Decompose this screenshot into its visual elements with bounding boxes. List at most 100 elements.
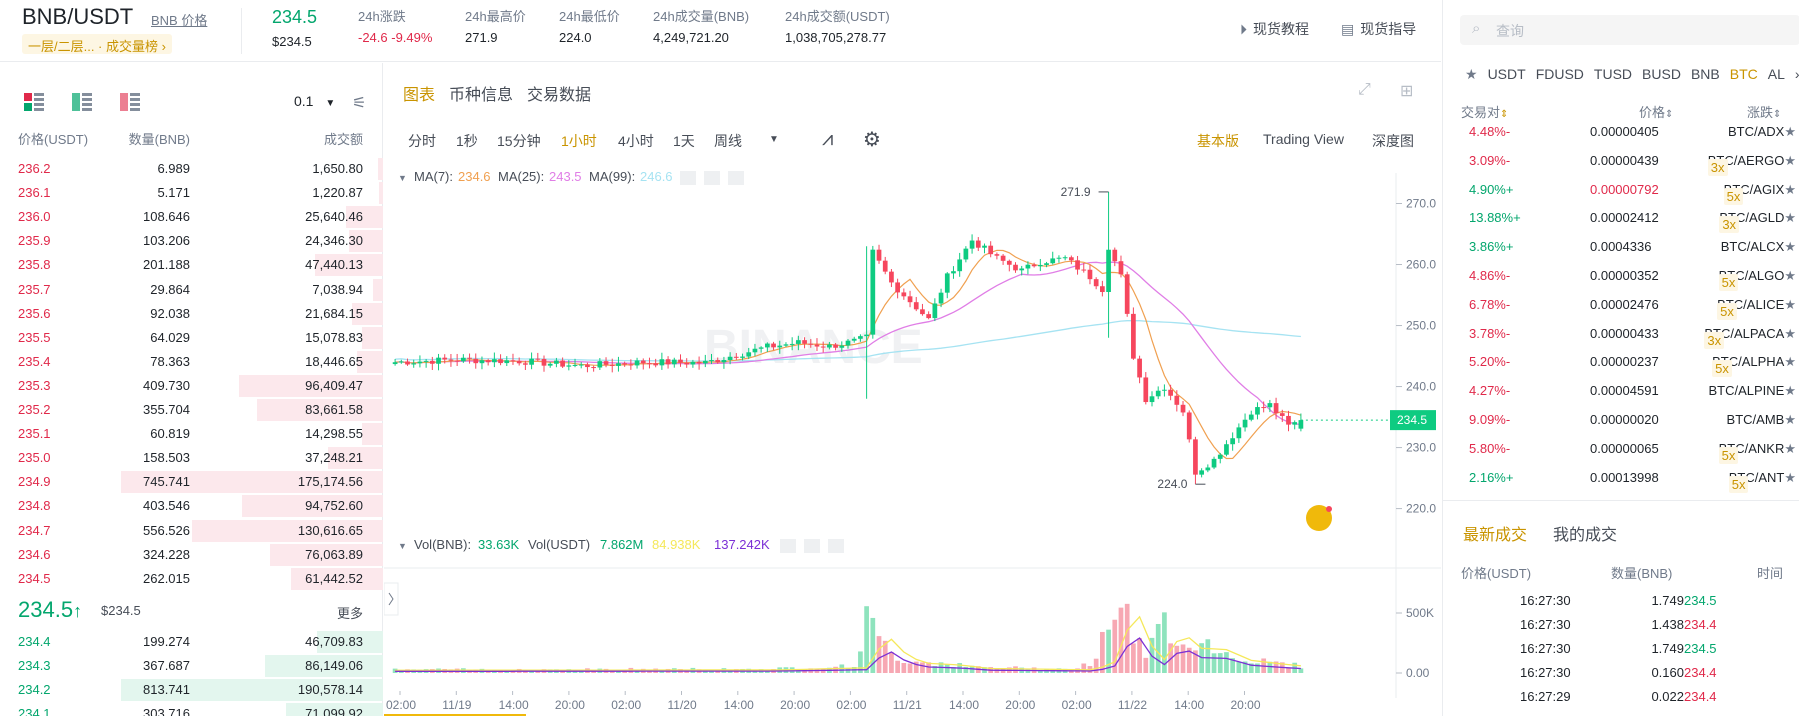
market-row[interactable]: 13.88%+ 0.00002412 3x BTC/AGLD★	[1443, 204, 1799, 234]
ask-row[interactable]: 236.0 108.646 25,640.46	[0, 205, 383, 229]
interval-4[interactable]: 4小时	[618, 133, 654, 149]
star-icon[interactable]: ★	[1784, 296, 1796, 312]
caret-down-icon[interactable]: ▼	[769, 134, 779, 145]
ask-row[interactable]: 234.6 324.228 76,063.89	[0, 543, 383, 567]
last-price-tag-label: 234.5	[1397, 413, 1427, 427]
ask-row[interactable]: 235.3 409.730 96,409.47	[0, 374, 383, 398]
ask-row[interactable]: 235.6 92.038 21,684.15	[0, 302, 383, 326]
market-row[interactable]: 5.80%- 0.00000065 5x BTC/ANKR★	[1443, 435, 1799, 464]
col-change[interactable]: 涨跌⇕	[1747, 102, 1781, 121]
col-market-price[interactable]: 价格⇕	[1639, 102, 1673, 121]
star-icon[interactable]: ★	[1784, 354, 1796, 370]
ask-row[interactable]: 236.2 6.989 1,650.80	[0, 157, 383, 181]
info-row: ▼ MA(7): 234.6 MA(25): 243.5 MA(99): 246.6	[398, 169, 673, 184]
candlestick-chart[interactable]: BINANCE 270.0 260.0 250.0 240.0 230.0 220.0 500…	[384, 163, 1441, 716]
tab-0[interactable]: 图表	[403, 87, 436, 104]
indicator-icon[interactable]: ⩘	[822, 128, 834, 150]
quote-tab-2[interactable]: TUSD	[1593, 66, 1633, 82]
ask-row[interactable]: 234.5 262.015 61,442.52	[0, 567, 383, 591]
interval-0[interactable]: 分时	[408, 133, 436, 149]
x-tick-label: 11/22	[1118, 698, 1147, 712]
depth-bar	[346, 206, 383, 229]
star-icon[interactable]: ★	[1784, 325, 1796, 341]
settings-sliders-icon[interactable]: ⚟	[352, 95, 367, 112]
star-icon[interactable]: ★	[1784, 152, 1796, 168]
interval-5[interactable]: 1天	[673, 133, 695, 149]
ask-row[interactable]: 235.4 78.363 18,446.65	[0, 350, 383, 374]
candle	[554, 357, 559, 368]
volume-bar	[1236, 661, 1242, 673]
tab-1[interactable]: 币种信息	[449, 87, 514, 104]
ask-row[interactable]: 235.7 29.864 7,038.94	[0, 278, 383, 302]
both-sides-view-icon[interactable]	[24, 93, 44, 111]
ask-row[interactable]: 235.5 64.029 15,078.83	[0, 326, 383, 350]
spot-tutorial-link[interactable]: ⏵ 现货教程	[1240, 19, 1309, 39]
ask-row[interactable]: 235.1 60.819 14,298.55	[0, 422, 383, 446]
ask-row[interactable]: 235.8 201.188 47,440.13	[0, 253, 383, 277]
interval-1[interactable]: 1秒	[456, 133, 478, 149]
quote-tab-3[interactable]: BUSD	[1642, 66, 1681, 82]
view-2[interactable]: 深度图	[1372, 133, 1414, 149]
market-row[interactable]: 2.16%+ 0.00013998 5x BTC/ANT★	[1443, 464, 1799, 493]
market-price: 0.00000405	[1590, 124, 1659, 139]
quote-tab-6[interactable]: AL	[1767, 66, 1785, 82]
layout-grid-icon[interactable]: ⊞	[1400, 83, 1414, 100]
market-row[interactable]: 6.78%- 0.00002476 5x BTC/ALICE★	[1443, 291, 1799, 320]
view-0[interactable]: 基本版	[1197, 133, 1239, 149]
market-row[interactable]: 4.86%- 0.00000352 5x BTC/ALGO★	[1443, 262, 1799, 291]
category-tags[interactable]: 一层/二层... · 成交量榜 ›	[22, 34, 172, 54]
market-row[interactable]: 5.20%- 0.00000237 5x BTC/ALPHA★	[1443, 348, 1799, 378]
quote-tab-1[interactable]: FDUSD	[1535, 66, 1584, 82]
gear-icon[interactable]: ⚙	[863, 129, 881, 151]
star-icon[interactable]: ★	[1784, 383, 1796, 399]
bid-row[interactable]: 234.4 199.274 46,709.83	[0, 630, 383, 654]
fullscreen-icon[interactable]: ⤢	[1358, 81, 1371, 98]
market-search-input[interactable]: ⌕ 查询	[1460, 15, 1799, 45]
y-tick-label: 240.0	[1406, 380, 1436, 394]
more-link[interactable]: 更多	[336, 606, 363, 621]
star-icon[interactable]: ★	[1784, 124, 1796, 139]
ask-row[interactable]: 235.9 103.206 24,346.30	[0, 229, 383, 253]
asks-only-view-icon[interactable]	[120, 93, 140, 111]
ask-row[interactable]: 234.8 403.546 94,752.60	[0, 494, 383, 518]
market-row[interactable]: 3.09%- 0.00000439 3x BTC/AERGO★	[1443, 147, 1799, 176]
ask-row[interactable]: 235.0 158.503 37,248.21	[0, 446, 383, 470]
star-icon[interactable]: ★	[1784, 412, 1796, 427]
star-icon[interactable]: ★	[1784, 440, 1796, 456]
bnb-price-link[interactable]: BNB 价格	[151, 13, 208, 28]
ask-row[interactable]: 234.7 556.526 130,616.65	[0, 519, 383, 543]
chevron-right-icon[interactable]: ›	[1795, 66, 1799, 82]
quote-tab-5[interactable]: BTC	[1729, 66, 1758, 82]
star-icon[interactable]: ★	[1465, 66, 1478, 82]
quote-tab-4[interactable]: BNB	[1690, 66, 1720, 82]
spot-guide-link[interactable]: ▤ 现货指导	[1341, 19, 1416, 39]
market-row[interactable]: 9.09%- 0.00000020 BTC/AMB★	[1443, 406, 1799, 435]
trade-tab-1[interactable]: 我的成交	[1553, 527, 1618, 544]
market-row[interactable]: 4.48%- 0.00000405 BTC/ADX★	[1443, 118, 1799, 147]
star-icon[interactable]: ★	[1784, 181, 1796, 197]
tab-2[interactable]: 交易数据	[527, 87, 592, 104]
bids-only-view-icon[interactable]	[72, 93, 92, 111]
quote-tab-0[interactable]: USDT	[1487, 66, 1526, 82]
market-row[interactable]: 4.27%- 0.00004591 BTC/ALPINE★	[1443, 377, 1799, 406]
bid-row[interactable]: 234.1 303.716 71,099.92	[0, 702, 383, 716]
interval-2[interactable]: 15分钟	[497, 133, 541, 149]
market-row[interactable]: 4.90%+ 0.00000792 5x BTC/AGIX★	[1443, 176, 1799, 205]
interval-6[interactable]: 周线	[714, 133, 742, 149]
interval-3[interactable]: 1小时	[561, 133, 597, 149]
col-pair[interactable]: 交易对⇕	[1461, 102, 1508, 121]
star-icon[interactable]: ★	[1784, 210, 1796, 226]
ask-row[interactable]: 236.1 5.171 1,220.87	[0, 181, 383, 205]
star-icon[interactable]: ★	[1784, 239, 1796, 255]
market-row[interactable]: 3.86%+ 0.0004336 BTC/ALCX★	[1443, 233, 1799, 262]
bid-row[interactable]: 234.2 813.741 190,578.14	[0, 678, 383, 702]
bid-row[interactable]: 234.3 367.687 86,149.06	[0, 654, 383, 678]
market-row[interactable]: 3.78%- 0.00000433 3x BTC/ALPACA★	[1443, 320, 1799, 349]
ask-row[interactable]: 234.9 745.741 175,174.56	[0, 470, 383, 494]
view-1[interactable]: Trading View	[1263, 131, 1344, 147]
ask-row[interactable]: 235.2 355.704 83,661.58	[0, 398, 383, 422]
star-icon[interactable]: ★	[1784, 268, 1796, 283]
star-icon[interactable]: ★	[1784, 469, 1796, 485]
trade-tab-0[interactable]: 最新成交	[1463, 527, 1528, 544]
precision-select[interactable]: 0.1 ▼	[294, 93, 335, 109]
